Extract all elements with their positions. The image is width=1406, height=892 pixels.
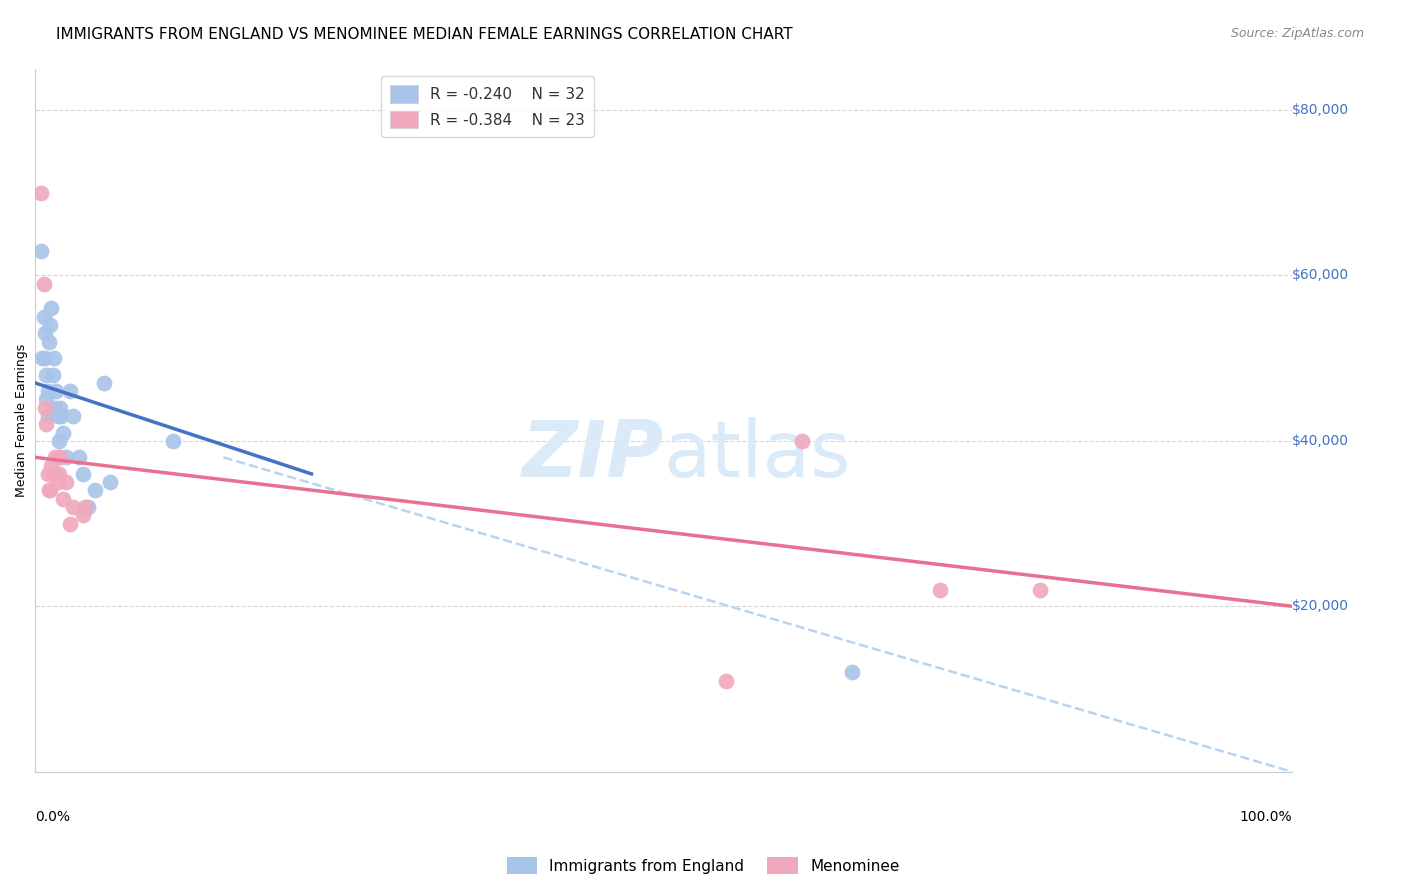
Point	[32, 310, 55, 324]
Point	[42, 467, 65, 481]
Point	[30, 186, 52, 200]
Point	[46, 475, 69, 490]
Point	[62, 409, 84, 423]
Point	[67, 450, 90, 465]
Point	[31, 351, 53, 365]
Point	[48, 434, 70, 448]
Point	[93, 376, 115, 390]
Point	[45, 384, 67, 399]
Point	[51, 409, 73, 423]
Point	[46, 409, 69, 423]
Text: IMMIGRANTS FROM ENGLAND VS MENOMINEE MEDIAN FEMALE EARNINGS CORRELATION CHART: IMMIGRANTS FROM ENGLAND VS MENOMINEE MED…	[56, 27, 793, 42]
Y-axis label: Median Female Earnings: Median Female Earnings	[15, 343, 28, 497]
Point	[62, 500, 84, 514]
Text: ZIP: ZIP	[522, 417, 664, 493]
Text: $80,000: $80,000	[1292, 103, 1348, 117]
Point	[35, 368, 58, 382]
Legend: Immigrants from England, Menominee: Immigrants from England, Menominee	[501, 851, 905, 880]
Point	[44, 401, 66, 415]
Text: 100.0%: 100.0%	[1239, 810, 1292, 824]
Point	[44, 450, 66, 465]
Point	[37, 384, 59, 399]
Point	[84, 483, 107, 498]
Text: $60,000: $60,000	[1292, 268, 1348, 283]
Point	[59, 384, 82, 399]
Point	[49, 450, 72, 465]
Text: $20,000: $20,000	[1292, 599, 1348, 613]
Point	[98, 475, 121, 490]
Point	[48, 467, 70, 481]
Point	[55, 475, 77, 490]
Point	[55, 450, 77, 465]
Point	[790, 434, 813, 448]
Point	[76, 500, 98, 514]
Point	[928, 582, 950, 597]
Point	[841, 665, 863, 680]
Point	[41, 368, 63, 382]
Text: $40,000: $40,000	[1292, 434, 1348, 448]
Point	[39, 301, 62, 316]
Point	[38, 483, 60, 498]
Point	[37, 467, 59, 481]
Point	[32, 277, 55, 291]
Text: atlas: atlas	[664, 417, 851, 493]
Point	[34, 326, 56, 341]
Point	[35, 392, 58, 407]
Point	[30, 244, 52, 258]
Text: 0.0%: 0.0%	[35, 810, 70, 824]
Point	[39, 458, 62, 473]
Point	[52, 491, 75, 506]
Point	[34, 401, 56, 415]
Text: Source: ZipAtlas.com: Source: ZipAtlas.com	[1230, 27, 1364, 40]
Point	[59, 516, 82, 531]
Point	[75, 500, 97, 514]
Legend: R = -0.240    N = 32, R = -0.384    N = 23: R = -0.240 N = 32, R = -0.384 N = 23	[381, 76, 593, 137]
Point	[162, 434, 184, 448]
Point	[39, 483, 62, 498]
Point	[37, 409, 59, 423]
Point	[72, 508, 94, 523]
Point	[52, 425, 75, 440]
Point	[35, 417, 58, 432]
Point	[1029, 582, 1052, 597]
Point	[42, 351, 65, 365]
Point	[49, 401, 72, 415]
Point	[714, 673, 737, 688]
Point	[34, 351, 56, 365]
Point	[72, 467, 94, 481]
Point	[39, 318, 62, 332]
Point	[38, 334, 60, 349]
